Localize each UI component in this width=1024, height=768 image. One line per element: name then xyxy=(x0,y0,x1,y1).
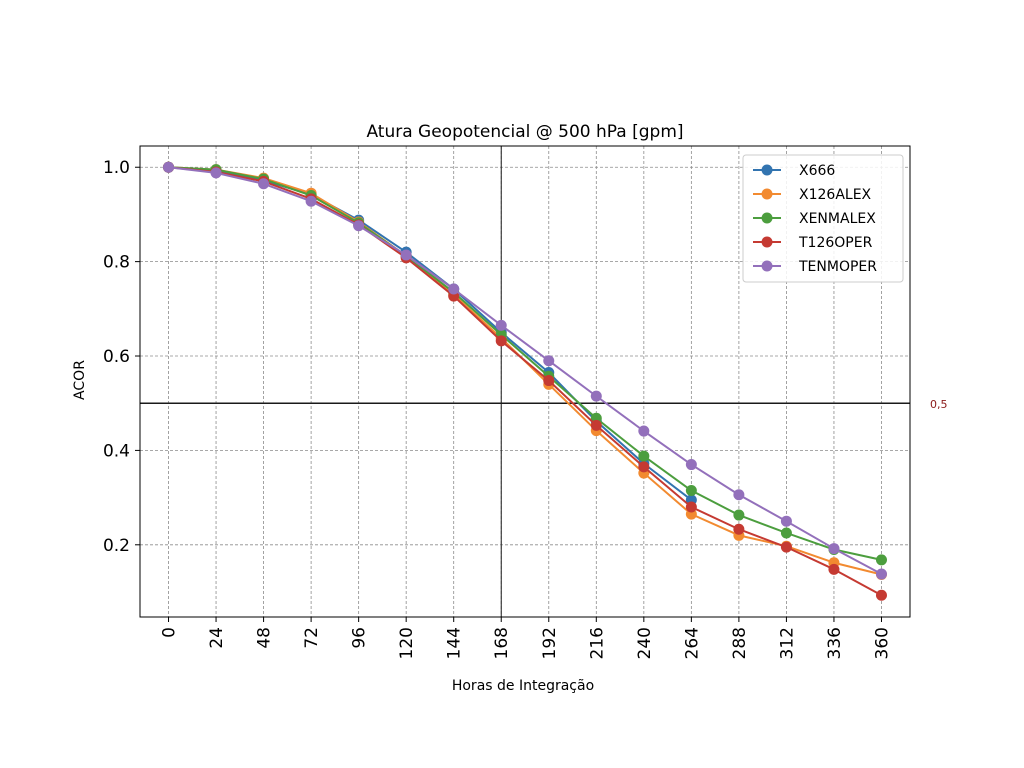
legend-label: XENMALEX xyxy=(799,211,876,227)
data-point xyxy=(733,509,745,521)
x-tick-label: 0 xyxy=(160,627,180,638)
y-tick-label: 0.6 xyxy=(103,347,130,367)
data-point xyxy=(400,249,412,261)
data-point xyxy=(780,515,792,527)
data-point xyxy=(685,459,697,471)
y-tick-label: 0.4 xyxy=(103,441,130,461)
series-line xyxy=(168,166,882,575)
series-lines xyxy=(163,161,887,601)
reference-line-label: 0,5 xyxy=(930,398,948,411)
chart-title: Atura Geopotencial @ 500 hPa [gpm] xyxy=(366,122,683,142)
legend-swatch-marker xyxy=(761,236,773,248)
legend-item-x126alex: X126ALEX xyxy=(753,187,872,203)
data-point xyxy=(638,450,650,462)
y-tick-label: 0.8 xyxy=(103,253,130,273)
data-point xyxy=(638,461,650,473)
data-point xyxy=(780,541,792,553)
data-point xyxy=(590,390,602,402)
series-line xyxy=(168,166,882,561)
legend-label: TENMOPER xyxy=(798,259,877,275)
data-point xyxy=(590,419,602,431)
legend: X666 X126ALEX XENMALEX T126OPER TENMOPER xyxy=(742,154,904,283)
reference-lines: 0,5 xyxy=(140,146,948,617)
x-tick-label: 96 xyxy=(350,627,370,649)
x-tick-label: 120 xyxy=(397,627,417,659)
x-tick-label: 264 xyxy=(682,627,702,659)
x-tick-label: 192 xyxy=(540,627,560,659)
series-line xyxy=(168,166,692,501)
data-point xyxy=(733,523,745,535)
legend-swatch-marker xyxy=(761,260,773,272)
data-point xyxy=(875,568,887,580)
plot-frame xyxy=(139,145,911,618)
x-tick-label: 24 xyxy=(207,627,227,649)
data-point xyxy=(258,178,270,190)
series-x666 xyxy=(163,161,697,506)
series-line xyxy=(168,166,882,597)
data-point xyxy=(828,543,840,555)
data-point xyxy=(780,527,792,539)
data-point xyxy=(733,489,745,501)
legend-item-x666: X666 xyxy=(753,163,835,179)
legend-label: X666 xyxy=(799,163,835,179)
series-tenmoper xyxy=(163,161,887,580)
x-tick-label: 48 xyxy=(255,627,275,649)
x-tick-label: 216 xyxy=(587,627,607,659)
legend-item-t126oper: T126OPER xyxy=(753,235,873,251)
x-tick-label: 288 xyxy=(730,627,750,659)
data-point xyxy=(875,589,887,601)
x-tick-label: 168 xyxy=(492,627,512,659)
legend-label: T126OPER xyxy=(798,235,873,251)
x-axis-label: Horas de Integração xyxy=(452,678,594,694)
data-point xyxy=(875,554,887,566)
y-axis-label: ACOR xyxy=(72,360,88,400)
x-tick-label: 360 xyxy=(872,627,892,659)
legend-box xyxy=(742,154,904,283)
legend-item-tenmoper: TENMOPER xyxy=(753,259,877,275)
data-point xyxy=(543,355,555,367)
data-point xyxy=(353,220,365,232)
data-point xyxy=(685,501,697,513)
data-point xyxy=(828,563,840,575)
y-tick-label: 1.0 xyxy=(103,158,130,178)
legend-item-xenmalex: XENMALEX xyxy=(753,211,876,227)
x-tick-label: 72 xyxy=(302,627,322,649)
legend-swatch-marker xyxy=(761,164,773,176)
data-point xyxy=(638,425,650,437)
x-tick-label: 240 xyxy=(635,627,655,659)
legend-swatch-marker xyxy=(761,188,773,200)
data-point xyxy=(495,335,507,347)
axes: 0 24 48 72 96 120 144 168 192 216 240 264 288 312 336 3… xyxy=(103,145,911,659)
legend-swatch-marker xyxy=(761,212,773,224)
x-tick-label: 312 xyxy=(777,627,797,659)
y-tick-label: 0.2 xyxy=(103,536,130,556)
x-tick-label: 336 xyxy=(825,627,845,659)
data-point xyxy=(685,485,697,497)
data-point xyxy=(210,167,222,179)
data-point xyxy=(448,283,460,295)
data-point xyxy=(495,319,507,331)
data-point xyxy=(163,161,175,173)
x-tick-label: 144 xyxy=(445,627,465,659)
data-point xyxy=(305,195,317,207)
data-point xyxy=(543,375,555,387)
legend-label: X126ALEX xyxy=(799,187,872,203)
